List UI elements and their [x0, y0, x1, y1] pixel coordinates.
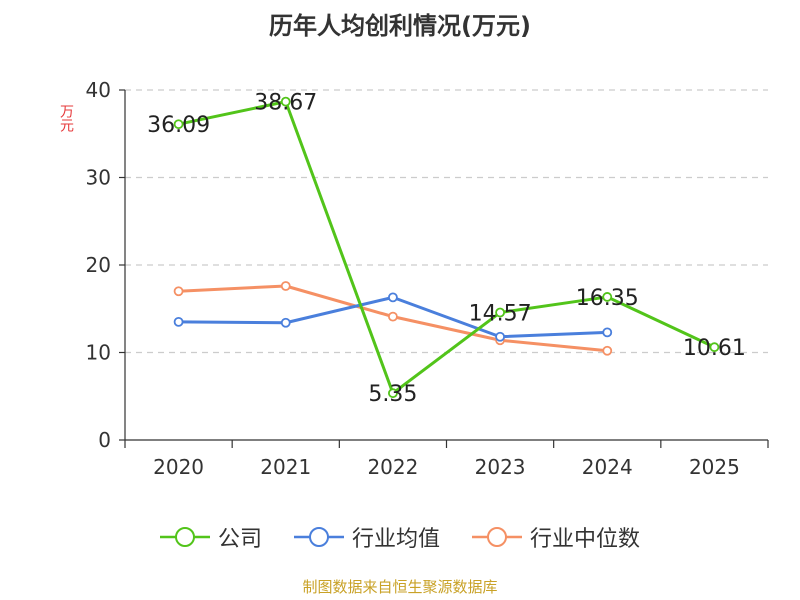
x-tick-label: 2023	[475, 455, 526, 479]
y-tick-label: 0	[98, 428, 111, 452]
data-point	[709, 342, 720, 353]
data-label: 5.35	[368, 382, 417, 407]
series-line	[178, 100, 716, 395]
legend-line-marker-icon	[159, 527, 210, 547]
chart-title: 历年人均创利情况(万元)	[269, 12, 531, 40]
legend-label: 行业中位数	[530, 527, 641, 552]
data-point	[173, 286, 184, 297]
x-tick-label: 2021	[260, 455, 311, 479]
data-point	[495, 307, 505, 318]
data-point	[173, 316, 184, 327]
legend-label: 行业均值	[351, 527, 440, 552]
data-label: 36.09	[147, 113, 210, 138]
data-source-note: 制图数据来自恒生聚源数据库	[302, 578, 498, 596]
data-point	[280, 96, 291, 107]
data-labels: 36.09 38.67 5.35 14.57 16.35 10.61	[147, 91, 746, 408]
y-tick-label: 20	[86, 253, 111, 277]
data-label: 38.67	[254, 91, 317, 116]
legend-line-marker-icon	[293, 527, 344, 547]
series-points	[173, 96, 720, 399]
x-tick-label: 2024	[582, 455, 633, 479]
legend-item[interactable]: 公司	[159, 521, 262, 553]
data-label: 14.57	[469, 302, 532, 327]
x-tick-label: 2020	[153, 455, 204, 479]
data-point	[602, 292, 613, 302]
data-point	[602, 327, 613, 338]
y-tick-label: 10	[86, 341, 111, 365]
x-tick-label: 2022	[367, 455, 418, 479]
legend-label: 公司	[217, 527, 262, 552]
data-point	[495, 331, 505, 342]
legend-line-marker-icon	[472, 527, 522, 547]
y-tick-label: 40	[86, 78, 111, 102]
x-tick-label: 2025	[689, 455, 740, 479]
data-label: 16.35	[576, 286, 639, 311]
y-axis-unit-label: 万元	[58, 104, 74, 132]
legend-item[interactable]: 行业均值	[293, 521, 440, 553]
data-point	[602, 345, 613, 356]
data-point	[280, 281, 291, 291]
data-point	[173, 119, 184, 130]
data-label: 10.61	[683, 336, 746, 361]
legend-item[interactable]: 行业中位数	[472, 521, 640, 553]
data-point	[388, 388, 398, 399]
data-point	[388, 311, 398, 322]
y-tick-label: 30	[86, 166, 111, 190]
chart-legend: 公司 行业均值 行业中位数	[0, 520, 800, 554]
data-point	[280, 317, 291, 328]
series-lines	[178, 100, 716, 395]
data-point	[388, 292, 398, 303]
